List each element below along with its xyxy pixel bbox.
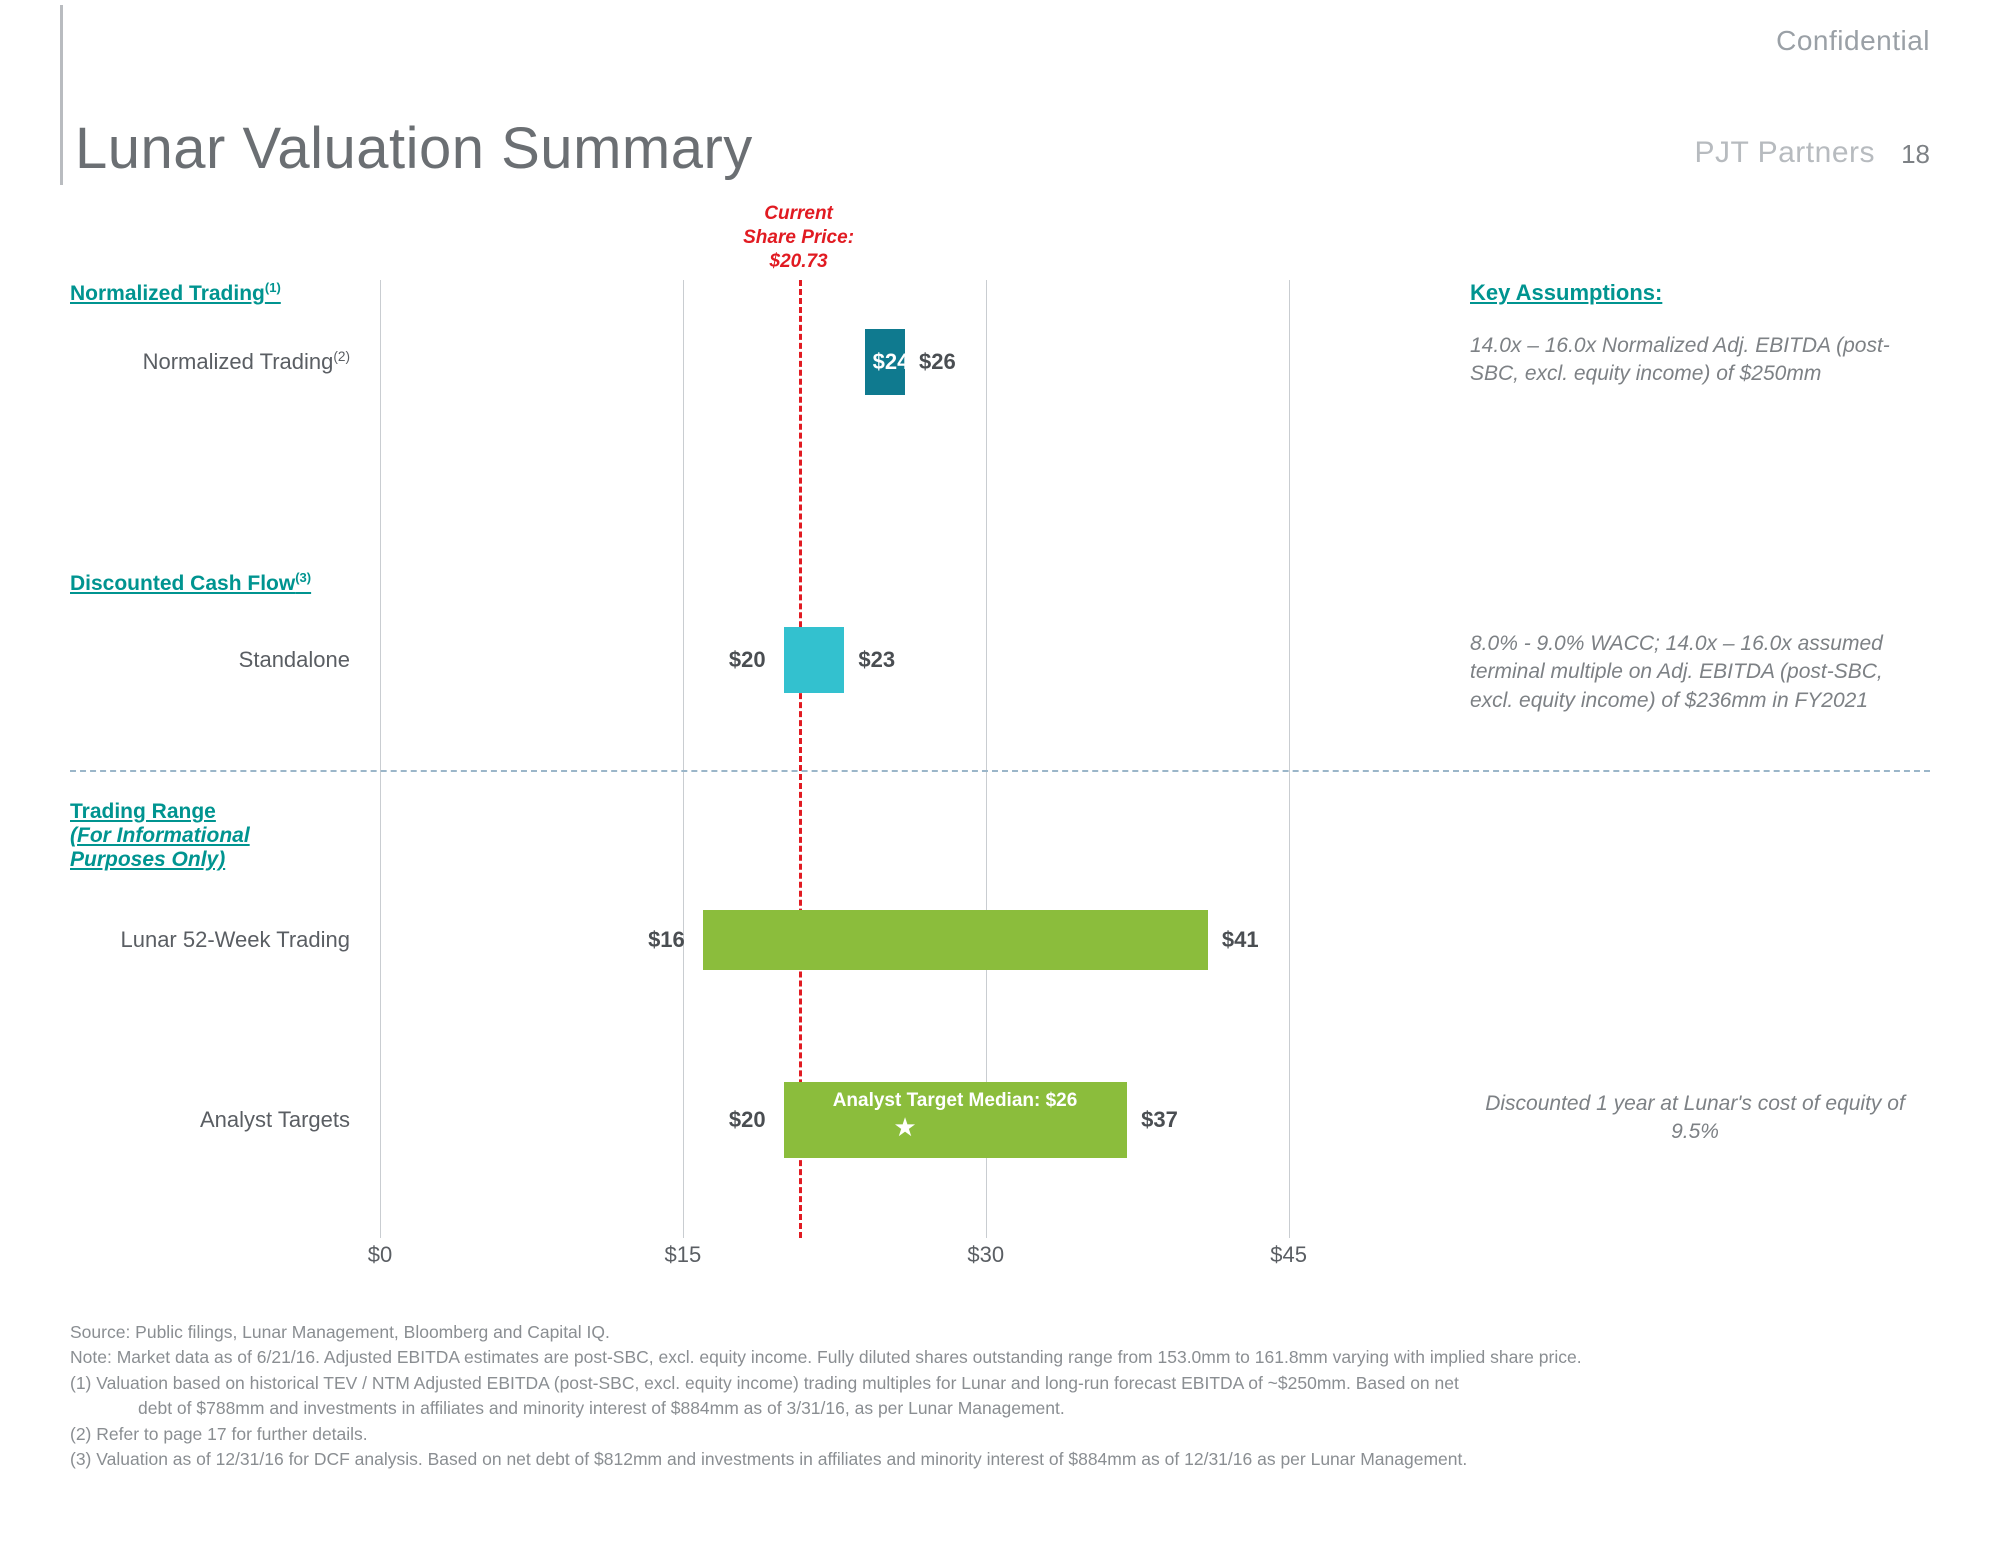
row-label-standalone: Standalone — [239, 647, 350, 673]
firm-logo: PJT Partners — [1694, 136, 1875, 170]
axis-gridline — [380, 280, 381, 1238]
page-title: Lunar Valuation Summary — [75, 115, 753, 182]
confidential-label: Confidential — [1776, 25, 1930, 57]
low-label-normalized-trading: $24 — [873, 349, 910, 375]
high-label-analyst-targets: $37 — [1141, 1107, 1178, 1133]
footnote-line: Source: Public filings, Lunar Management… — [70, 1320, 1750, 1345]
footnotes: Source: Public filings, Lunar Management… — [70, 1320, 1750, 1472]
assumption-normalized-trading: 14.0x – 16.0x Normalized Adj. EBITDA (po… — [1470, 332, 1920, 389]
low-label-analyst-targets: $20 — [729, 1107, 766, 1133]
marker-star-analyst-targets: ★ — [893, 1112, 916, 1143]
assumption-analyst-targets: Discounted 1 year at Lunar's cost of equ… — [1470, 1090, 1920, 1147]
row-label-52-week: Lunar 52-Week Trading — [120, 927, 350, 953]
axis-gridline — [1289, 280, 1290, 1238]
assumptions-heading: Key Assumptions: — [1470, 280, 1662, 306]
axis-tick-label: $15 — [665, 1242, 702, 1268]
range-bar-standalone — [784, 627, 845, 693]
current-price-label: CurrentShare Price:$20.73 — [743, 202, 854, 273]
low-label-standalone: $20 — [729, 647, 766, 673]
high-label-standalone: $23 — [858, 647, 895, 673]
row-label-analyst-targets: Analyst Targets — [200, 1107, 350, 1133]
high-label-normalized-trading: $26 — [919, 349, 956, 375]
footnote-line: (1) Valuation based on historical TEV / … — [70, 1371, 1750, 1396]
low-label-52-week: $16 — [648, 927, 685, 953]
high-label-52-week: $41 — [1222, 927, 1259, 953]
section-heading-dcf: Discounted Cash Flow(3) — [70, 570, 311, 596]
footnote-line: Note: Market data as of 6/21/16. Adjuste… — [70, 1345, 1750, 1370]
page-number: 18 — [1901, 139, 1930, 170]
section-heading-trading-range: Trading Range(For InformationalPurposes … — [70, 800, 250, 872]
marker-label-analyst-targets: Analyst Target Median: $26 — [833, 1090, 1078, 1112]
assumption-standalone: 8.0% - 9.0% WACC; 14.0x – 16.0x assumed … — [1470, 630, 1920, 715]
valuation-chart: Key Assumptions: $0$15$30$45CurrentShare… — [70, 280, 1930, 1300]
section-heading-normalized: Normalized Trading(1) — [70, 280, 281, 306]
footnote-line: (3) Valuation as of 12/31/16 for DCF ana… — [70, 1447, 1750, 1472]
footnote-line: debt of $788mm and investments in affili… — [70, 1396, 1750, 1421]
plot-area: $0$15$30$45CurrentShare Price:$20.73Norm… — [380, 280, 1430, 1260]
axis-tick-label: $30 — [967, 1242, 1004, 1268]
axis-tick-label: $0 — [368, 1242, 392, 1268]
axis-gridline — [683, 280, 684, 1238]
title-rule — [60, 5, 63, 185]
axis-tick-label: $45 — [1270, 1242, 1307, 1268]
row-label-normalized-trading: Normalized Trading(2) — [143, 349, 350, 375]
footnote-line: (2) Refer to page 17 for further details… — [70, 1422, 1750, 1447]
range-bar-52-week — [703, 910, 1208, 970]
section-divider — [70, 770, 1930, 772]
